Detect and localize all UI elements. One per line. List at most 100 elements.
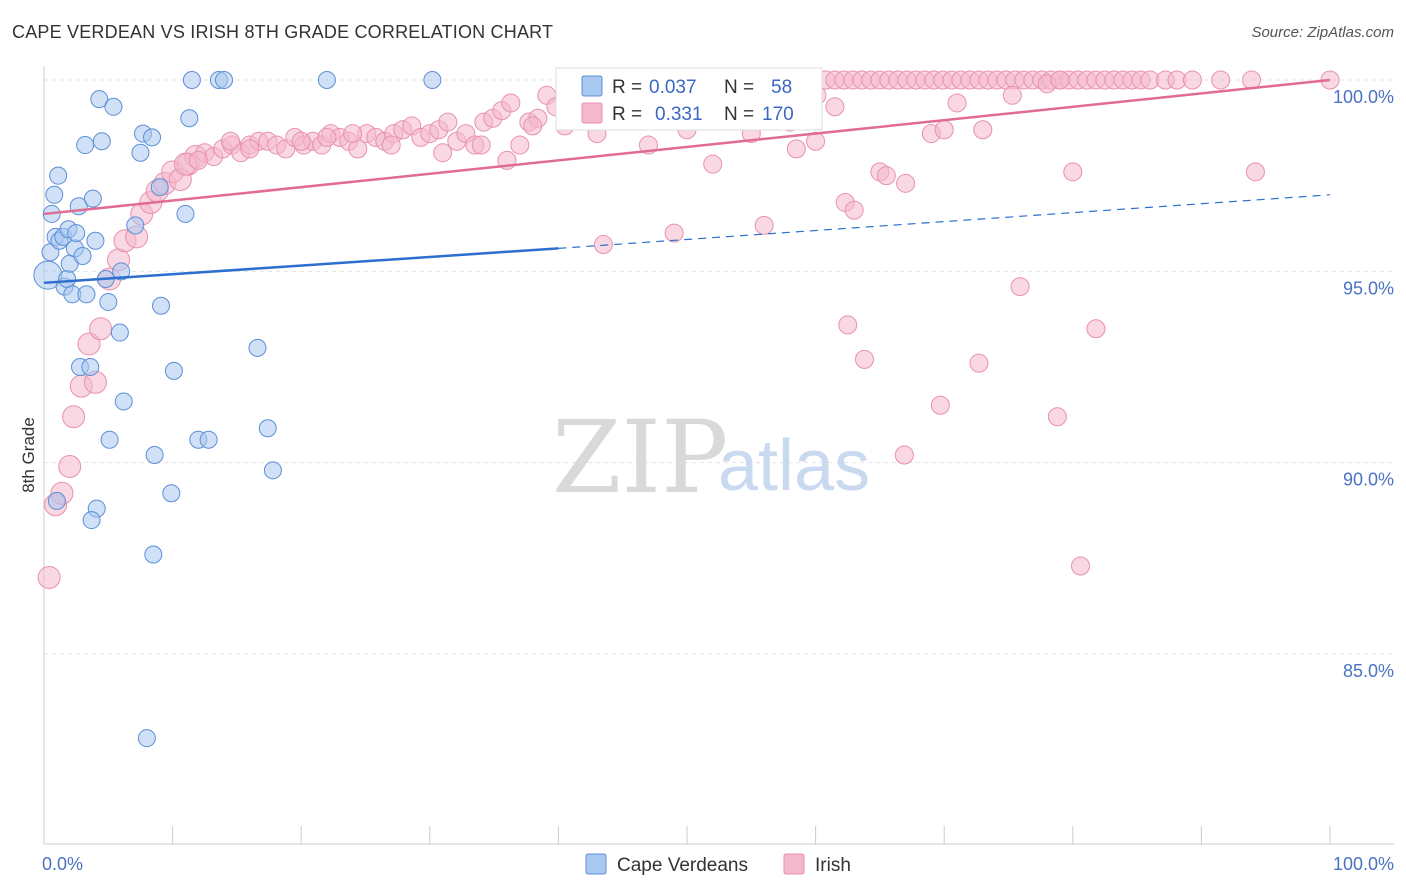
cape-verdean-point-52 [263,461,282,480]
cape-verdean-point-36 [144,545,163,564]
irish-point-148 [703,154,723,174]
irish-point-160 [934,120,954,140]
x-tick-label-1: 100.0% [1333,854,1394,874]
cape-verdean-point-30 [110,323,129,342]
irish-point-3 [58,454,82,478]
irish-point-176 [1047,407,1067,427]
legend-r-label-2: R = [612,104,642,125]
y-tick-label-2: 95.0% [1343,278,1394,298]
cape-verdean-point-47 [199,430,218,449]
cape-verdean-point-20 [81,358,100,376]
cape-verdean-point-38 [150,178,169,197]
irish-point-165 [1050,70,1070,90]
irish-point-4 [62,405,86,429]
cape-verdean-point-21 [83,189,102,208]
cape-verdean-point-44 [180,109,199,128]
irish-point-170 [838,315,858,335]
cape-verdean-point-3 [45,185,64,204]
cape-verdean-point-40 [137,729,156,748]
irish-point-142 [471,135,491,155]
cape-verdean-point-43 [176,204,195,223]
cape-verdean-point-42 [164,361,183,380]
legend-top: R = 0.037 N = 58 R = 0.331 N = 170 [555,67,823,131]
trend-lines [43,78,1331,285]
legend-bottom: Cape Verdeans Irish [585,853,851,876]
legend-r-value-1: 0.037 [649,77,697,98]
irish-trend-line [43,78,1331,216]
cape-verdean-point-28 [100,430,119,449]
cape-verdean-point-51 [258,419,277,438]
cape-verdean-point-32 [126,216,145,235]
irish-point-138 [317,127,337,147]
irish-point-56 [510,135,530,155]
chart-title: CAPE VERDEAN VS IRISH 8TH GRADE CORRELAT… [12,22,554,42]
irish-point-157 [876,166,896,186]
irish-point-161 [947,93,967,113]
chart-source: Source: ZipAtlas.com [1251,24,1394,41]
irish-point-130 [1211,70,1231,90]
legend-bottom-swatch-blue [585,853,607,875]
y-tick-label-1: 90.0% [1343,470,1394,490]
irish-point-134 [188,150,208,170]
irish-point-135 [220,131,240,151]
cape-verdean-point-22 [86,231,105,250]
cape-verdean-point-55 [47,491,66,510]
irish-point-158 [896,173,916,193]
watermark-atlas: atlas [718,426,870,506]
irish-point-6 [77,332,101,356]
legend-n-label-2: N = [724,104,754,125]
irish-point-179 [1245,162,1265,182]
watermark: ZIP atlas [552,399,870,516]
irish-point-153 [825,97,845,117]
irish-point-169 [754,215,774,235]
irish-point-163 [1002,85,1022,105]
irish-point-151 [786,139,806,159]
cape-verdean-point-37 [145,446,164,465]
legend-bottom-label-irish: Irish [815,855,851,876]
cape-verdean-point-29 [104,97,123,116]
cape-verdean-point-17 [73,247,92,266]
cape-verdean-point-54 [423,71,442,89]
cape-verdean-point-9 [58,269,77,288]
cape-verdean-point-57 [112,262,131,281]
irish-point-177 [1071,556,1091,576]
x-tick-label-0: 0.0% [42,854,83,874]
legend-swatch-blue [581,75,603,97]
irish-point-175 [1010,277,1030,297]
watermark-zip: ZIP [552,399,728,516]
irish-point-173 [930,395,950,415]
legend-bottom-swatch-pink [783,853,805,875]
cape-verdean-point-25 [92,132,111,151]
irish-point-141 [433,143,453,163]
cape-verdean-point-5 [49,166,68,185]
cape-verdean-point-41 [162,484,181,503]
irish-point-140 [381,135,401,155]
cape-verdean-points [33,71,442,748]
irish-point-129 [1182,70,1202,90]
irish-point-144 [523,116,543,136]
cape-verdean-point-45 [182,71,201,89]
legend-r-label-1: R = [612,77,642,98]
legend-n-value-1: 58 [771,77,792,98]
irish-point-155 [844,200,864,220]
irish-point-168 [664,223,684,243]
y-axis-label: 8th Grade [19,417,38,493]
cape-verdean-point-49 [215,71,234,89]
irish-point-171 [854,349,874,369]
irish-point-55 [501,93,521,113]
legend-r-value-2: 0.331 [655,104,703,125]
y-tick-label-0: 85.0% [1343,661,1394,681]
irish-point-178 [1086,319,1106,339]
irish-point-136 [240,139,260,159]
irish-point-139 [343,124,363,144]
cape-verdean-point-27 [99,292,118,311]
cape-verdean-point-33 [131,143,150,162]
irish-point-167 [593,235,613,255]
cape-verdean-point-39 [152,296,171,315]
irish-point-166 [1063,162,1083,182]
cape-verdean-point-19 [77,285,96,304]
irish-point-162 [973,120,993,140]
irish-point-152 [806,131,826,151]
irish-point-137 [291,131,311,151]
